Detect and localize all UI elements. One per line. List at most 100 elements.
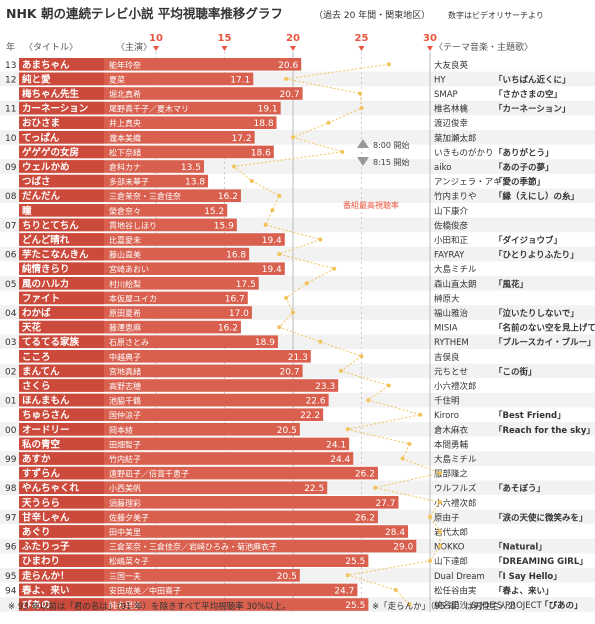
max-rating-point <box>318 339 323 344</box>
theme-song: 「カーネーション」 <box>494 104 570 115</box>
max-rating-point <box>418 412 423 417</box>
row-lead: 国仲涼子 <box>109 410 141 420</box>
row-title: あまちゃん <box>22 59 70 71</box>
column-header-theme: 〈テーマ音楽・主題歌〉 <box>434 41 533 53</box>
title-label-bg <box>19 437 104 451</box>
row-year: 13 <box>5 61 16 71</box>
row-title: てっぱん <box>22 132 60 144</box>
rating-value: 24.7 <box>334 586 354 596</box>
max-rating-point <box>407 602 412 607</box>
row-lead: 中越典子 <box>109 352 141 362</box>
row-year: 05 <box>5 280 16 290</box>
theme-artist: MISIA <box>434 324 458 334</box>
theme-song: 「ありがとう」 <box>494 147 554 158</box>
x-tick-marker <box>427 46 433 51</box>
row-lead: 松下奈緒 <box>109 147 141 157</box>
theme-artist: 大島ミチル <box>434 454 477 465</box>
rating-value: 16.2 <box>218 324 238 334</box>
x-tick-label: 30 <box>423 33 437 44</box>
max-rating-point <box>428 514 432 519</box>
title-label-bg <box>19 598 104 611</box>
theme-song: 「愛の季節」 <box>494 177 545 188</box>
title-label-bg <box>19 174 104 188</box>
title-label-bg <box>19 204 104 217</box>
max-rating-point <box>270 208 275 213</box>
title-label-bg <box>19 58 104 71</box>
row-lead: 竹内結子 <box>109 454 141 464</box>
theme-artist: 森山直太朗 <box>434 279 477 290</box>
rating-bar <box>19 496 399 509</box>
theme-artist: 松任谷由実 <box>434 585 477 596</box>
title-label-bg <box>19 525 104 538</box>
row-year: 06 <box>5 251 17 261</box>
max-rating-point <box>386 62 391 67</box>
row-lead: 多部未華子 <box>109 177 149 187</box>
theme-artist: 小六禮次郎 <box>434 498 477 509</box>
max-rating-point <box>304 281 309 286</box>
rating-value: 22.5 <box>304 484 324 494</box>
title-label-bg <box>19 277 104 290</box>
theme-artist: 佐橋俊彦 <box>434 220 469 231</box>
footnote-left: ※ 93 年以前は「君の名は」（91 年）を除きすべて平均視聴率 30%以上。 <box>8 601 291 612</box>
theme-artist: SMAP <box>434 90 458 100</box>
row-title: まんてん <box>22 365 60 377</box>
max-rating-point <box>438 529 442 534</box>
theme-song: 「風花」 <box>494 279 528 290</box>
max-rating-point <box>393 587 398 592</box>
theme-artist: 倉木麻衣 <box>434 425 469 436</box>
row-lead: 原田夏希 <box>109 308 141 318</box>
rating-value: 29.0 <box>393 543 413 553</box>
row-lead: 藤山直美 <box>109 250 141 260</box>
x-tick-label: 25 <box>355 33 369 44</box>
x-tick-label: 10 <box>149 33 163 44</box>
theme-artist: 山下康介 <box>434 206 469 217</box>
row-lead: 井上真央 <box>109 118 141 128</box>
row-title: やんちゃくれ <box>22 483 80 494</box>
theme-artist: 山下達郎 <box>434 556 468 567</box>
max-rating-label: 番組最高視聴率 <box>343 200 399 210</box>
title-label-bg <box>19 72 104 86</box>
title-label-bg <box>19 306 104 319</box>
row-lead: 夏菜 <box>109 74 125 84</box>
row-title: 春よ、来い <box>21 584 70 596</box>
row-lead: 貫地谷しほり <box>109 220 157 230</box>
max-rating-point <box>345 427 350 432</box>
x-tick-label: 20 <box>286 33 300 44</box>
row-title: 梅ちゃん先生 <box>22 88 80 100</box>
max-rating-point <box>318 237 323 242</box>
max-rating-point <box>284 295 289 300</box>
row-lead: 三倉茉奈・三倉佳奈 <box>109 191 181 201</box>
rating-value: 18.9 <box>255 338 275 348</box>
row-lead: 高野志穂 <box>109 381 141 391</box>
title-label-bg <box>19 291 104 305</box>
row-lead: 松嶋菜々子 <box>109 556 149 566</box>
rating-value: 15.9 <box>214 221 234 231</box>
row-lead: 三倉茉奈・三倉佳奈／岩崎ひろみ・菊池麻衣子 <box>109 542 277 552</box>
title-label-bg <box>19 160 104 173</box>
theme-song: 「Best Friend」 <box>494 410 566 421</box>
max-rating-point <box>366 398 371 403</box>
theme-artist: 純名里沙 & JOE'S PROJECT <box>434 600 543 611</box>
row-year: 02 <box>5 367 16 377</box>
max-rating-point <box>386 383 391 388</box>
rating-value: 27.7 <box>375 499 395 509</box>
max-rating-point <box>277 325 282 330</box>
row-lead: 須藤理彩 <box>109 498 141 508</box>
row-lead: 田中美里 <box>109 527 141 537</box>
theme-artist: 原由子 <box>434 512 460 523</box>
rating-value: 20.5 <box>277 572 297 582</box>
theme-artist: ウルフルズ <box>434 483 477 494</box>
max-rating-point <box>400 456 405 461</box>
theme-song: 「縁（えにし）の糸」 <box>494 191 579 202</box>
max-rating-point <box>438 471 442 476</box>
max-rating-point <box>407 441 412 446</box>
theme-artist: 福山雅治 <box>434 308 469 319</box>
theme-song: 「この街」 <box>494 366 537 377</box>
theme-artist: NOKKO <box>434 543 465 553</box>
theme-song: 「I Say Hello」 <box>494 571 562 582</box>
row-title: ちりとてちん <box>22 220 79 231</box>
time-800-label: 8:00 開始 <box>373 140 410 150</box>
row-year: 01 <box>5 397 16 407</box>
rating-value: 25.5 <box>345 601 365 611</box>
